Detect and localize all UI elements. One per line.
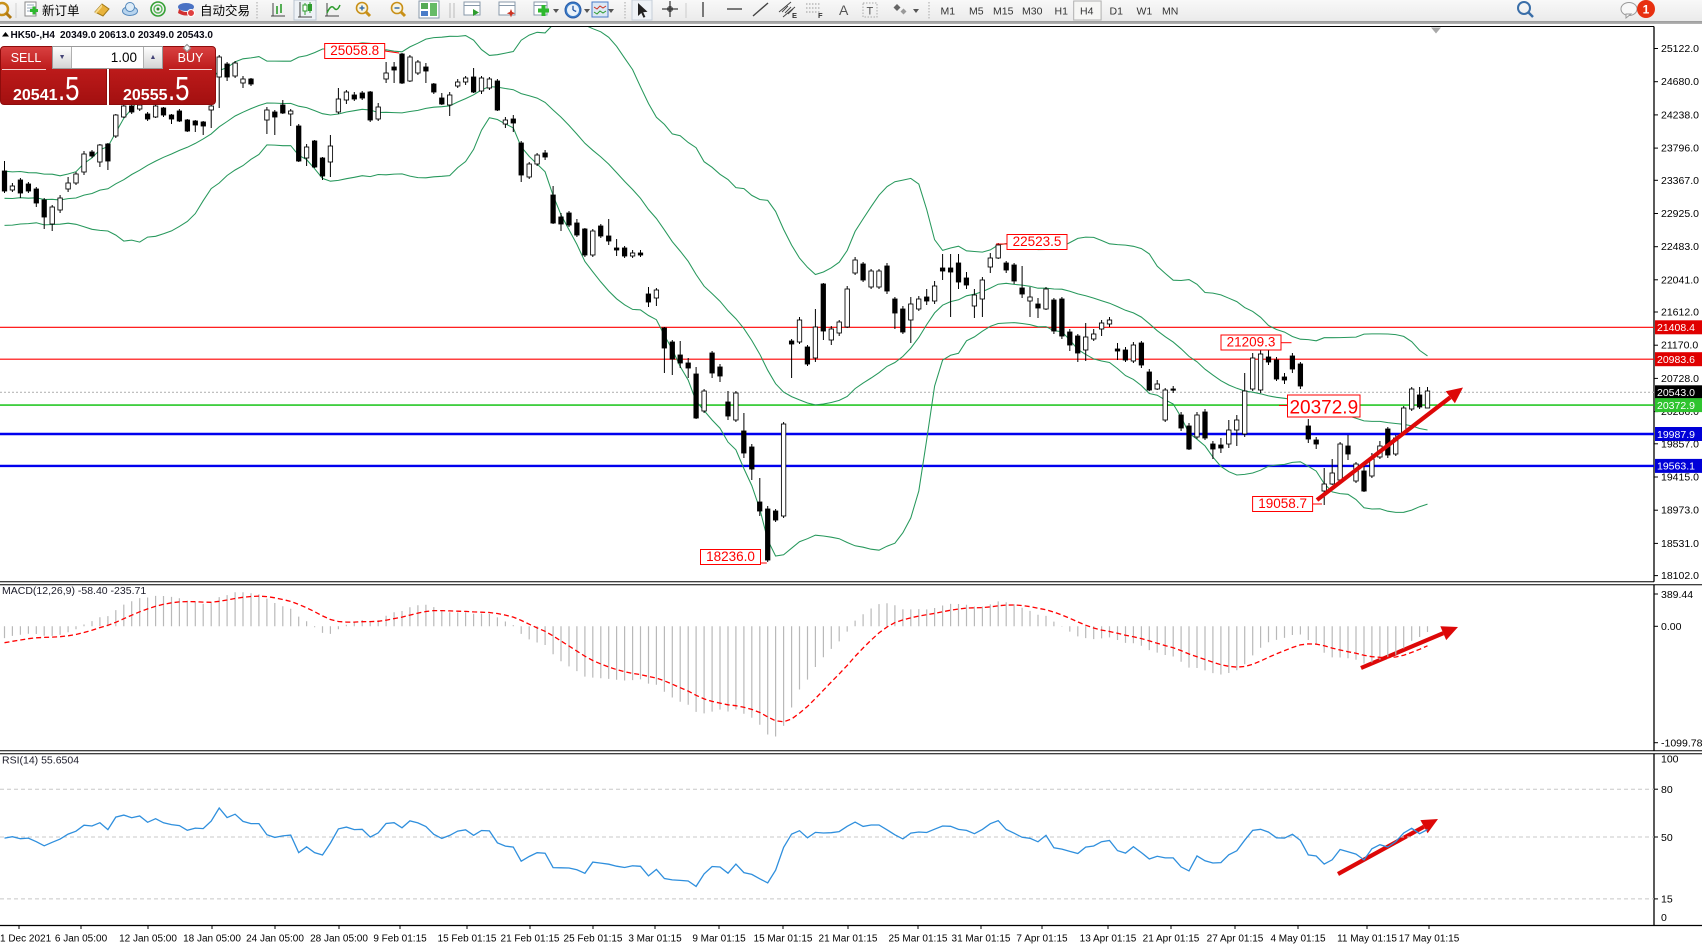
svg-text:20372.9: 20372.9 <box>1289 398 1358 419</box>
svg-text:MN: MN <box>1162 6 1178 18</box>
svg-text:21209.3: 21209.3 <box>1227 335 1276 350</box>
svg-text:6 Jan 05:00: 6 Jan 05:00 <box>55 934 108 945</box>
svg-text:M5: M5 <box>969 6 984 18</box>
svg-text:18973.0: 18973.0 <box>1661 505 1699 517</box>
svg-text:M15: M15 <box>993 6 1014 18</box>
svg-text:H4: H4 <box>1080 6 1094 18</box>
svg-text:20372.9: 20372.9 <box>1657 400 1695 412</box>
svg-text:19563.1: 19563.1 <box>1657 461 1695 473</box>
svg-text:M30: M30 <box>1022 6 1043 18</box>
svg-text:389.44: 389.44 <box>1661 589 1693 601</box>
svg-text:18 Jan 05:00: 18 Jan 05:00 <box>183 934 241 945</box>
svg-text:A: A <box>839 2 849 18</box>
svg-text:7 Apr 01:15: 7 Apr 01:15 <box>1016 934 1068 945</box>
svg-text:22523.5: 22523.5 <box>1013 234 1062 249</box>
svg-text:19415.0: 19415.0 <box>1661 472 1699 484</box>
svg-text:21 Feb 01:15: 21 Feb 01:15 <box>501 934 560 945</box>
svg-text:18102.0: 18102.0 <box>1661 570 1699 582</box>
svg-text:18236.0: 18236.0 <box>706 549 755 564</box>
svg-text:19058.7: 19058.7 <box>1258 496 1307 511</box>
svg-text:100: 100 <box>1661 754 1679 766</box>
svg-text:28 Jan 05:00: 28 Jan 05:00 <box>310 934 368 945</box>
svg-text:22925.0: 22925.0 <box>1661 208 1699 220</box>
svg-text:25 Feb 01:15: 25 Feb 01:15 <box>564 934 623 945</box>
svg-text:50: 50 <box>1661 832 1673 844</box>
svg-text:15: 15 <box>1661 894 1673 906</box>
svg-text:20983.6: 20983.6 <box>1657 354 1695 366</box>
svg-text:17 May 01:15: 17 May 01:15 <box>1399 934 1460 945</box>
svg-text:21 Mar 01:15: 21 Mar 01:15 <box>819 934 878 945</box>
svg-text:21612.0: 21612.0 <box>1661 307 1699 319</box>
svg-text:24238.0: 24238.0 <box>1661 109 1699 121</box>
svg-text:23796.0: 23796.0 <box>1661 143 1699 155</box>
svg-text:W1: W1 <box>1137 6 1153 18</box>
svg-text:31 Mar 01:15: 31 Mar 01:15 <box>952 934 1011 945</box>
svg-text:HK50-,H4: HK50-,H4 <box>11 30 56 41</box>
svg-text:9 Feb 01:15: 9 Feb 01:15 <box>373 934 427 945</box>
svg-text:11 May 01:15: 11 May 01:15 <box>1337 934 1397 945</box>
svg-text:0.00: 0.00 <box>1661 621 1682 633</box>
svg-text:RSI(14) 55.6504: RSI(14) 55.6504 <box>2 755 79 767</box>
svg-text:E: E <box>792 11 797 20</box>
svg-text:0: 0 <box>1661 912 1667 924</box>
svg-text:D1: D1 <box>1110 6 1124 18</box>
svg-text:1 Dec 2021: 1 Dec 2021 <box>0 934 52 945</box>
svg-text:20728.0: 20728.0 <box>1661 373 1699 385</box>
svg-text:MACD(12,26,9) -58.40 -235.71: MACD(12,26,9) -58.40 -235.71 <box>2 585 146 597</box>
svg-text:M1: M1 <box>941 6 956 18</box>
svg-text:F: F <box>818 11 823 20</box>
svg-text:24680.0: 24680.0 <box>1661 76 1699 88</box>
svg-text:13 Apr 01:15: 13 Apr 01:15 <box>1080 934 1137 945</box>
svg-text:4 May 01:15: 4 May 01:15 <box>1270 934 1325 945</box>
svg-text:15 Feb 01:15: 15 Feb 01:15 <box>438 934 497 945</box>
svg-text:新订单: 新订单 <box>42 3 80 18</box>
svg-text:15 Mar 01:15: 15 Mar 01:15 <box>754 934 813 945</box>
svg-text:22483.0: 22483.0 <box>1661 241 1699 253</box>
svg-text:12 Jan 05:00: 12 Jan 05:00 <box>119 934 177 945</box>
svg-text:3 Mar 01:15: 3 Mar 01:15 <box>628 934 682 945</box>
svg-text:80: 80 <box>1661 784 1673 796</box>
svg-text:27 Apr 01:15: 27 Apr 01:15 <box>1207 934 1264 945</box>
svg-text:-1099.78: -1099.78 <box>1661 738 1702 750</box>
svg-text:T: T <box>867 6 874 18</box>
svg-text:21408.4: 21408.4 <box>1657 322 1695 334</box>
svg-text:21170.0: 21170.0 <box>1661 340 1698 352</box>
svg-text:20543.0: 20543.0 <box>1657 387 1695 399</box>
svg-text:9 Mar 01:15: 9 Mar 01:15 <box>692 934 746 945</box>
svg-text:1: 1 <box>1643 3 1650 17</box>
svg-text:25 Mar 01:15: 25 Mar 01:15 <box>889 934 948 945</box>
svg-text:25122.0: 25122.0 <box>1661 43 1699 55</box>
svg-text:18531.0: 18531.0 <box>1661 538 1699 550</box>
svg-text:H1: H1 <box>1055 6 1069 18</box>
svg-text:20349.0 20613.0 20349.0 20543.: 20349.0 20613.0 20349.0 20543.0 <box>60 30 213 41</box>
svg-text:25058.8: 25058.8 <box>330 43 379 58</box>
svg-text:自动交易: 自动交易 <box>200 3 250 18</box>
svg-text:19857.0: 19857.0 <box>1661 438 1699 450</box>
svg-text:24 Jan 05:00: 24 Jan 05:00 <box>246 934 304 945</box>
svg-text:22041.0: 22041.0 <box>1661 274 1699 286</box>
svg-text:23367.0: 23367.0 <box>1661 175 1699 187</box>
svg-text:21 Apr 01:15: 21 Apr 01:15 <box>1143 934 1200 945</box>
svg-text:19987.9: 19987.9 <box>1657 429 1695 441</box>
